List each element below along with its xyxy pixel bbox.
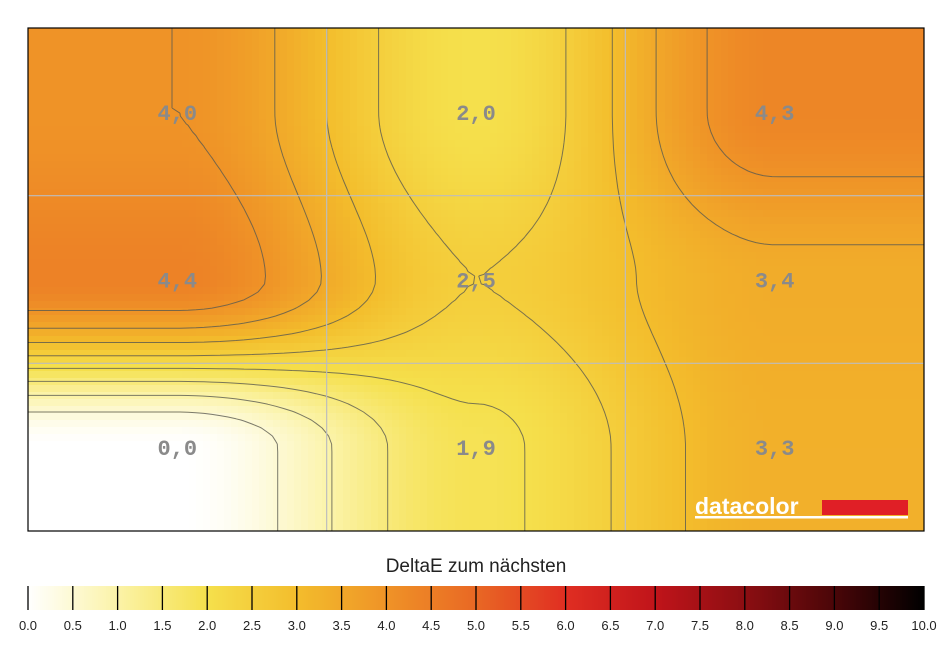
legend-tick-label: 8.0 <box>736 618 754 633</box>
legend-tick-label: 0.5 <box>64 618 82 633</box>
legend-tick-label: 2.5 <box>243 618 261 633</box>
legend-tick-label: 9.0 <box>825 618 843 633</box>
legend-tick-label: 3.5 <box>333 618 351 633</box>
legend-tick-label: 4.5 <box>422 618 440 633</box>
contour-line <box>28 411 279 531</box>
legend-tick-label: 4.0 <box>377 618 395 633</box>
legend-tick-label: 5.5 <box>512 618 530 633</box>
contour-line <box>28 380 389 531</box>
legend-tick-label: 0.0 <box>19 618 37 633</box>
legend-tick-label: 5.0 <box>467 618 485 633</box>
legend-tick-label: 1.5 <box>153 618 171 633</box>
contour-line <box>28 367 526 531</box>
legend-tick-label: 2.0 <box>198 618 216 633</box>
contour-line <box>28 28 924 311</box>
legend-title: DeltaE zum nächsten <box>386 556 567 577</box>
cell-value-label: 2,5 <box>456 270 496 295</box>
legend-tick-label: 3.0 <box>288 618 306 633</box>
legend-tick-label: 7.0 <box>646 618 664 633</box>
cell-value-label: 3,4 <box>755 270 795 295</box>
logo-underline <box>695 516 908 519</box>
datacolor-logo: datacolor <box>695 493 908 519</box>
cell-value-label: 4,4 <box>158 270 198 295</box>
cell-value-label: 4,3 <box>755 102 795 127</box>
plot-frame <box>27 27 925 532</box>
heatmap-surface <box>28 28 924 531</box>
logo-bar <box>822 500 908 515</box>
cell-labels: 4,0 2,0 4,3 4,4 2,5 3,4 0,0 1,9 3,3 <box>158 102 795 462</box>
legend-tick-label: 6.5 <box>601 618 619 633</box>
contour-line <box>28 28 612 531</box>
cell-value-label: 1,9 <box>456 437 496 462</box>
cell-value-label: 2,0 <box>456 102 496 127</box>
cell-value-label: 0,0 <box>158 437 198 462</box>
legend-tick-label: 9.5 <box>870 618 888 633</box>
cell-value-label: 3,3 <box>755 437 795 462</box>
legend-tick-label: 7.5 <box>691 618 709 633</box>
cell-value-label: 4,0 <box>158 102 198 127</box>
legend-tick-label: 6.0 <box>557 618 575 633</box>
legend-tick-label: 8.5 <box>781 618 799 633</box>
legend-tick-label: 10.0 <box>911 618 936 633</box>
grid-lines <box>28 28 924 531</box>
logo-text: datacolor <box>695 493 799 519</box>
legend-tick-label: 1.0 <box>109 618 127 633</box>
color-legend: 0.0 0.5 1.0 1.5 2.0 2.5 3.0 3.5 4.0 4.5 5.0 5.5 6.0 6… <box>19 586 937 633</box>
contour-line <box>28 28 924 329</box>
